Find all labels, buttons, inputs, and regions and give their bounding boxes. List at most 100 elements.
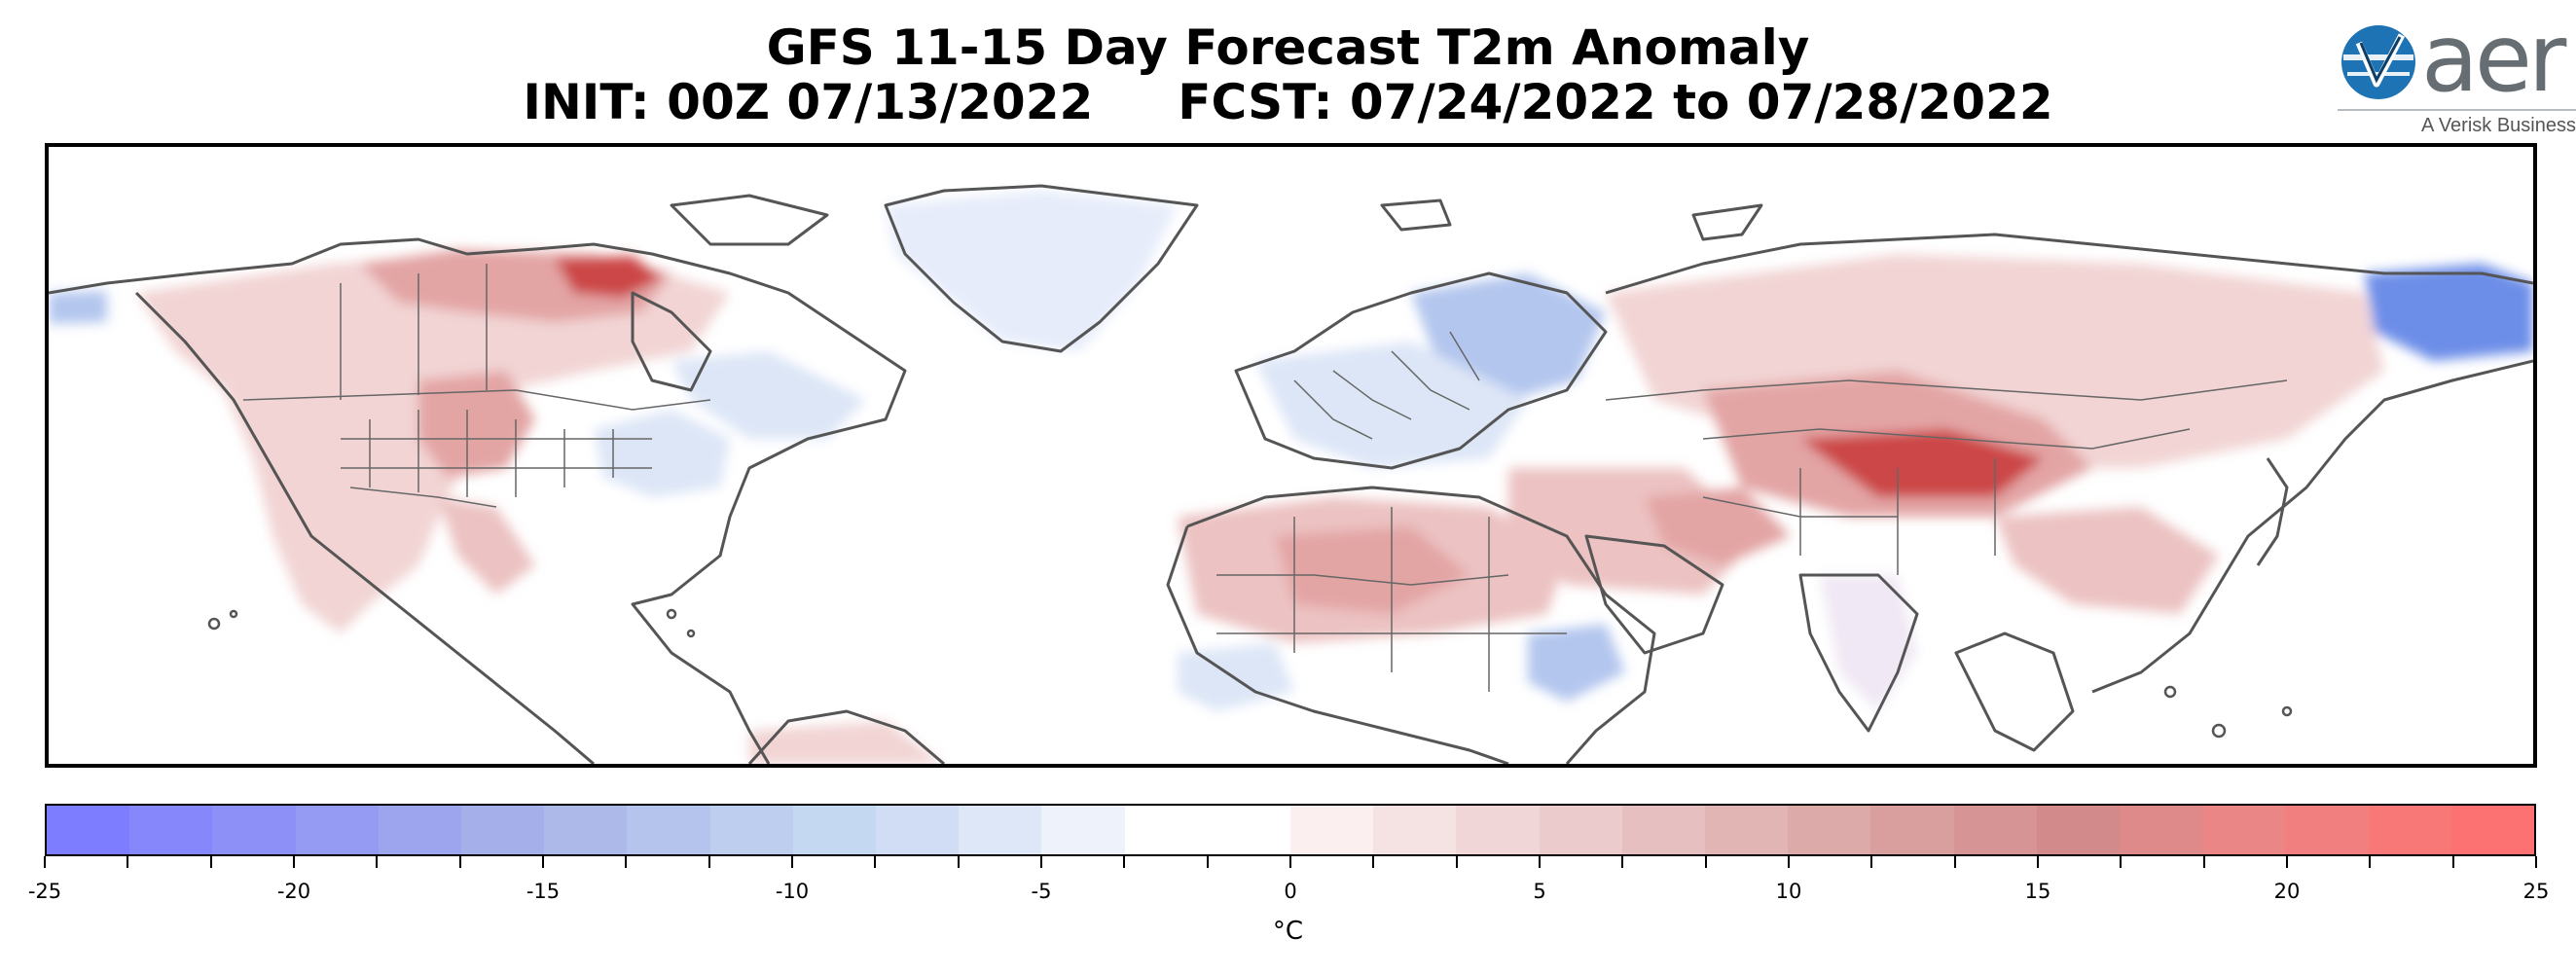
north-america-coastline xyxy=(49,237,907,764)
svalbard xyxy=(1380,198,1452,232)
colorbar-segment xyxy=(876,806,960,854)
colorbar-tick xyxy=(1123,856,1126,868)
colorbar-tick xyxy=(458,856,461,868)
colorbar-segment xyxy=(1207,806,1291,854)
colorbar-tick xyxy=(791,856,793,868)
map-canvas xyxy=(49,184,2533,764)
colorbar-segment xyxy=(1041,806,1125,854)
arabia-coastline xyxy=(1584,534,1724,655)
europe-borders xyxy=(1293,331,1480,440)
logo-divider xyxy=(2338,109,2576,111)
canada-province-lines xyxy=(340,264,488,400)
colorbar-tick xyxy=(1040,856,1042,868)
hudson-hotspot xyxy=(555,256,662,298)
colorbar-segment xyxy=(129,806,213,854)
colorbar-segment xyxy=(2202,806,2286,854)
colorbar-tick xyxy=(1953,856,1956,868)
colorbar-segment xyxy=(959,806,1042,854)
japan-coast xyxy=(2256,457,2289,566)
colorbar-tick xyxy=(1539,856,1541,868)
colorbar-tick xyxy=(542,856,544,868)
colorbar-unit-label: °C xyxy=(1272,917,1304,946)
ethiopia-cool xyxy=(1528,624,1625,702)
china-warm xyxy=(1995,507,2219,614)
colorbar-tick xyxy=(957,856,960,868)
colorbar-segment xyxy=(1953,806,2037,854)
colorbar-tick xyxy=(44,856,46,868)
colorbar-segment xyxy=(461,806,545,854)
colorbar-tick-label: 5 xyxy=(1533,880,1546,903)
colorbar-tick xyxy=(1870,856,1873,868)
colorbar-tick xyxy=(1704,856,1707,868)
colorbar-segment xyxy=(2120,806,2203,854)
colorbar-tick-label: 15 xyxy=(2024,880,2051,903)
colorbar-segment xyxy=(1539,806,1622,854)
logo-text: aer xyxy=(2421,18,2566,113)
colorbar-tick-label: -10 xyxy=(775,880,810,903)
us-mexico-border xyxy=(349,487,497,508)
logo-tagline: A Verisk Business xyxy=(2421,115,2576,136)
colorbar-segment xyxy=(544,806,628,854)
colorbar-tick-label: -5 xyxy=(1031,880,1052,903)
colorbar-tick-label: 25 xyxy=(2522,880,2550,903)
colorbar-segment xyxy=(2036,806,2121,854)
labrador-cool xyxy=(671,351,866,439)
aer-logo: aer A Verisk Business xyxy=(2334,18,2576,139)
colorbar-tick xyxy=(2037,856,2039,868)
colorbar-segment xyxy=(295,806,379,854)
colorbar-tick-label: -25 xyxy=(27,880,62,903)
islands xyxy=(207,608,2293,739)
colorbar-segment xyxy=(2450,806,2535,854)
chart-subtitle: INIT: 00Z 07/13/2022 FCST: 07/24/2022 to… xyxy=(523,74,2053,130)
colorbar-segment xyxy=(1290,806,1374,854)
india-coastline xyxy=(1798,573,1919,733)
colorbar-segment xyxy=(1788,806,1871,854)
chart-title: GFS 11-15 Day Forecast T2m Anomaly xyxy=(766,19,1810,76)
colorbar-tick xyxy=(127,856,129,868)
central-asia-hotspot xyxy=(1800,429,2044,497)
colorbar-segment xyxy=(47,806,130,854)
colorbar-tick xyxy=(2535,856,2537,868)
anomaly-map[interactable] xyxy=(45,143,2537,768)
us-east-cool xyxy=(594,410,730,497)
arctic-islands xyxy=(670,194,829,246)
hudson-bay-coast xyxy=(631,291,712,392)
colorbar-tick xyxy=(209,856,212,868)
colorbar-segment xyxy=(792,806,877,854)
russia-southern-border xyxy=(1605,379,2288,401)
us-canada-border xyxy=(242,389,711,411)
colorbar-tick xyxy=(1206,856,1209,868)
greenland-cool xyxy=(886,191,1178,351)
colorbar-tick xyxy=(625,856,628,868)
colorbar-tick xyxy=(2286,856,2288,868)
colorbar-tick-label: 20 xyxy=(2273,880,2301,903)
south-america-warm xyxy=(749,721,944,764)
colorbar-tick xyxy=(376,856,379,868)
asia-borders xyxy=(1702,428,2191,575)
colorbar-tick xyxy=(707,856,710,868)
colorbar-tick xyxy=(293,856,295,868)
colorbar-tick xyxy=(1455,856,1458,868)
colorbar-tick xyxy=(1289,856,1291,868)
novaya-zemlya xyxy=(1691,203,1763,241)
coastlines xyxy=(49,184,2533,764)
colorbar-tick-label: 10 xyxy=(1775,880,1802,903)
colorbar-tick xyxy=(2451,856,2454,868)
colorbar-segment xyxy=(212,806,296,854)
colorbar-tick xyxy=(2369,856,2372,868)
africa-borders xyxy=(1216,507,1567,692)
alaska-cool xyxy=(49,291,107,324)
colorbar-ticks: -25 -20 -15 -10 -5 0 5 10 15 20 25 xyxy=(28,856,2549,903)
colorbar-segment xyxy=(378,806,462,854)
europe-coastline xyxy=(1234,271,1608,470)
asia-coastline xyxy=(1605,233,2533,694)
east-siberia-cool xyxy=(2365,264,2533,361)
us-west-warm xyxy=(418,371,535,478)
colorbar-segment xyxy=(709,806,793,854)
colorbar-segment xyxy=(1373,806,1457,854)
colorbar-segment xyxy=(2368,806,2451,854)
sahara-core-warm xyxy=(1275,526,1469,614)
southeast-asia-coast xyxy=(1954,631,2075,752)
colorbar-segment xyxy=(1705,806,1789,854)
country-boundaries xyxy=(242,264,2288,692)
